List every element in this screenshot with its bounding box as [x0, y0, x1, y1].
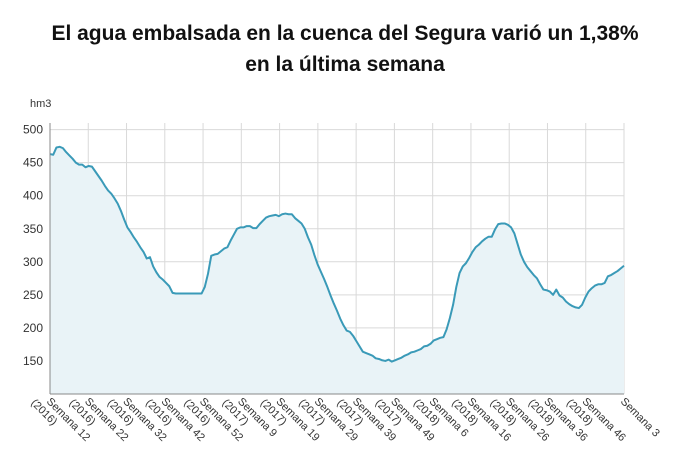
series-line [49, 145, 625, 363]
series-area-fill [50, 146, 624, 394]
chart-title: El agua embalsada en la cuenca del Segur… [0, 18, 690, 80]
x-axis-ticks: Semana 12(2016) Semana 22(2016) Semana 32(… [28, 396, 662, 444]
y-tick-label: 500 [23, 123, 43, 137]
y-tick-label: 200 [23, 321, 43, 335]
y-tick-label: 300 [23, 255, 43, 269]
y-tick-label: 250 [23, 288, 43, 302]
y-axis-ticks: 150 200 250 300 350 400 450 500 [23, 123, 43, 368]
y-tick-label: 150 [23, 354, 43, 368]
chart-title-line-1: El agua embalsada en la cuenca del Segur… [51, 22, 639, 45]
y-tick-label: 350 [23, 222, 43, 236]
y-tick-label: 450 [23, 156, 43, 170]
y-axis-unit-label: hm3 [30, 98, 51, 110]
y-tick-label: 400 [23, 189, 43, 203]
chart-title-line-2: en la última semana [245, 53, 445, 76]
